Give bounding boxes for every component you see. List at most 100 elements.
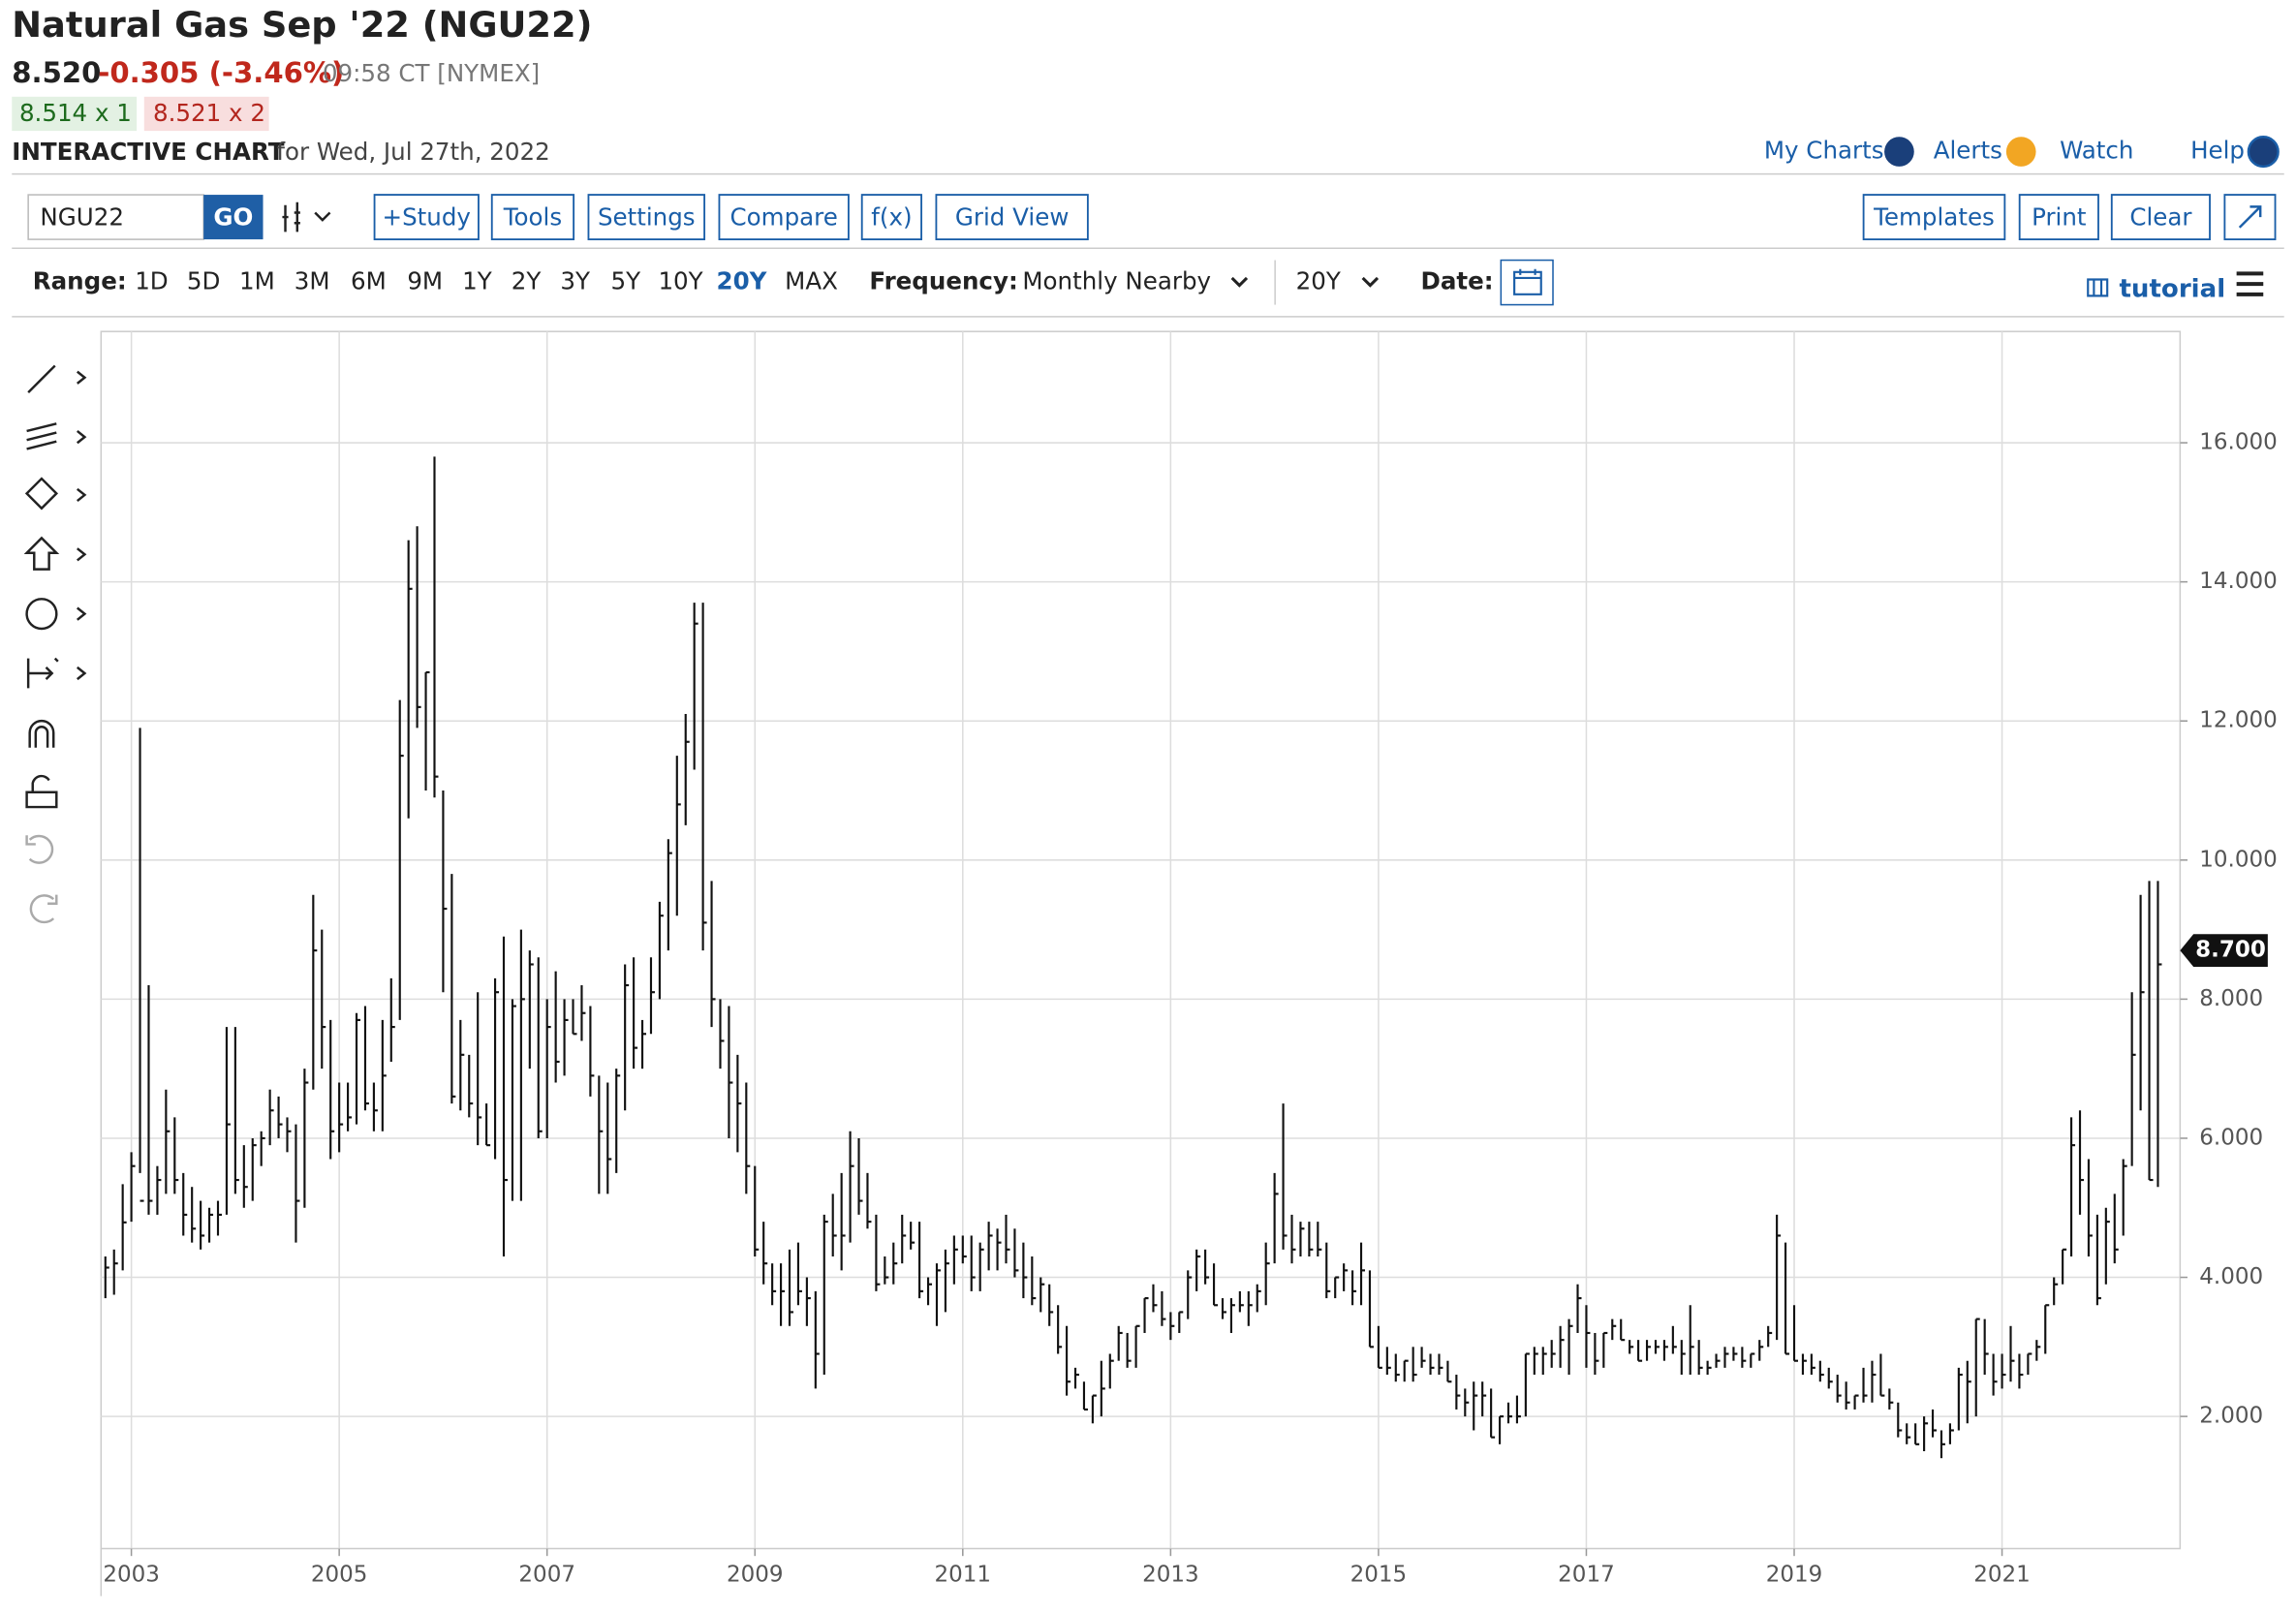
- toolbar-button[interactable]: [2018, 194, 2099, 241]
- fib-tool[interactable]: [26, 422, 87, 450]
- last-price-label: 8.700: [2195, 938, 2266, 963]
- drawing-tools: [23, 364, 87, 924]
- header-link[interactable]: Watch: [2060, 137, 2133, 165]
- toolbar-button-label: Compare: [730, 203, 838, 232]
- symbol: NGU22: [40, 203, 124, 232]
- link-icon: [2140, 137, 2170, 167]
- period[interactable]: 20Y: [1296, 267, 1342, 295]
- toolbar-button-label: Templates: [1873, 203, 1995, 232]
- plot-frame: [100, 330, 2182, 1550]
- y-tick-label: 14.000: [2199, 569, 2277, 594]
- ask-box: [143, 96, 269, 132]
- chart-type-icon[interactable]: [282, 202, 331, 232]
- bid-box: [12, 96, 138, 132]
- toolbar-button-label: Print: [2032, 203, 2087, 232]
- header-link[interactable]: My Charts: [1764, 137, 1884, 165]
- toolbar-button-label: Clear: [2129, 203, 2192, 232]
- toolbar-button[interactable]: [373, 194, 480, 241]
- range-option[interactable]: 10Y: [658, 267, 703, 295]
- ask: 8.521 x 2: [153, 99, 265, 127]
- undo-tool[interactable]: [25, 834, 54, 864]
- dropdown-icon[interactable]: [1361, 276, 1380, 288]
- range-option[interactable]: 1Y: [462, 267, 493, 295]
- toolbar-button-label: Grid View: [955, 203, 1070, 232]
- link-icon: [2247, 136, 2280, 169]
- dropdown-icon[interactable]: [1230, 276, 1249, 288]
- frequency[interactable]: Monthly Nearby: [1022, 267, 1211, 295]
- x-tick-label: 2005: [311, 1563, 368, 1588]
- calendar-icon: [1513, 268, 1542, 295]
- toolbar-button-label: Settings: [598, 203, 696, 232]
- last-price: 8.520: [12, 56, 101, 89]
- expand-icon: [2238, 205, 2262, 229]
- chart-label: INTERACTIVE CHART: [12, 138, 284, 166]
- range-option[interactable]: 3Y: [560, 267, 591, 295]
- range-option[interactable]: 5Y: [611, 267, 642, 295]
- text-tool[interactable]: [25, 598, 58, 631]
- link-icon: [2005, 137, 2036, 167]
- chart-date: for Wed, Jul 27th, 2022: [276, 138, 549, 166]
- range-option[interactable]: MAX: [785, 267, 838, 295]
- magnet-tool[interactable]: [28, 719, 55, 748]
- frequency-label: Frequency:: [869, 267, 1017, 295]
- y-tick-label: 6.000: [2199, 1125, 2263, 1150]
- date-label: Date:: [1420, 267, 1493, 295]
- header-link[interactable]: Help: [2190, 137, 2245, 165]
- x-tick-label: 2015: [1350, 1563, 1408, 1588]
- toolbar-button[interactable]: [860, 194, 922, 241]
- redo-tool[interactable]: [29, 894, 58, 924]
- range-option[interactable]: 20Y: [717, 267, 767, 295]
- y-tick-label: 4.000: [2199, 1264, 2263, 1289]
- bid: 8.514 x 1: [19, 99, 132, 127]
- instrument-title: Natural Gas Sep '22 (NGU22): [12, 4, 592, 46]
- y-tick-label: 10.000: [2199, 847, 2277, 872]
- toolbar-button[interactable]: [587, 194, 706, 241]
- go-button[interactable]: [203, 195, 264, 240]
- chart: 2.000 4.000 6.000 8.000 10.000 12.000 14.000 16…: [100, 331, 2278, 1596]
- y-tick-label: 12.000: [2199, 708, 2277, 733]
- x-tick-label: 2009: [727, 1563, 784, 1588]
- toolbar-button[interactable]: [1862, 194, 2006, 241]
- calendar-button[interactable]: [1500, 259, 1554, 306]
- toolbar-button[interactable]: [490, 194, 575, 241]
- x-tick-label: 2013: [1142, 1563, 1199, 1588]
- arrow-tool[interactable]: [23, 536, 87, 571]
- go-label: GO: [213, 203, 253, 232]
- quote-time: 09:58 CT [NYMEX]: [323, 59, 540, 87]
- x-tick-label: 2011: [935, 1563, 992, 1588]
- x-tick-label: 2007: [518, 1563, 575, 1588]
- y-tick-label: 16.000: [2199, 430, 2277, 455]
- menu-icon[interactable]: [2236, 271, 2264, 296]
- x-tick-label: 2003: [103, 1563, 160, 1588]
- header-link[interactable]: Alerts: [1934, 137, 2002, 165]
- range-option[interactable]: 6M: [351, 267, 387, 295]
- x-tick-label: 2021: [1973, 1563, 2031, 1588]
- y-tick-label: 8.000: [2199, 986, 2263, 1011]
- tutorial-link[interactable]: tutorial: [2119, 275, 2225, 304]
- shape-tool[interactable]: [24, 477, 87, 511]
- toolbar-button-label: Tools: [503, 203, 562, 232]
- range-option[interactable]: 2Y: [512, 267, 543, 295]
- toolbar-button-label: +Study: [383, 203, 471, 232]
- range-option[interactable]: 5D: [187, 267, 220, 295]
- toolbar-button[interactable]: [718, 194, 850, 241]
- range-option[interactable]: 9M: [407, 267, 443, 295]
- range-option[interactable]: 1D: [135, 267, 169, 295]
- link-icon: [1884, 137, 1914, 167]
- trend-line-tool[interactable]: [27, 364, 87, 393]
- x-tick-label: 2017: [1558, 1563, 1615, 1588]
- x-tick-label: 2019: [1766, 1563, 1823, 1588]
- tutorial-icon: [2087, 278, 2109, 297]
- price-change: -0.305 (-3.46%): [98, 56, 344, 89]
- range-option[interactable]: 1M: [239, 267, 275, 295]
- last-price-tag: [2180, 934, 2268, 968]
- measure-tool[interactable]: [26, 657, 87, 689]
- toolbar-button[interactable]: [935, 194, 1089, 241]
- range-option[interactable]: 3M: [295, 267, 330, 295]
- toolbar-button[interactable]: [2110, 194, 2211, 241]
- y-tick-label: 2.000: [2199, 1404, 2263, 1429]
- range-label: Range:: [33, 267, 127, 295]
- lock-tool[interactable]: [25, 774, 58, 809]
- toolbar-button-label: f(x): [871, 203, 912, 232]
